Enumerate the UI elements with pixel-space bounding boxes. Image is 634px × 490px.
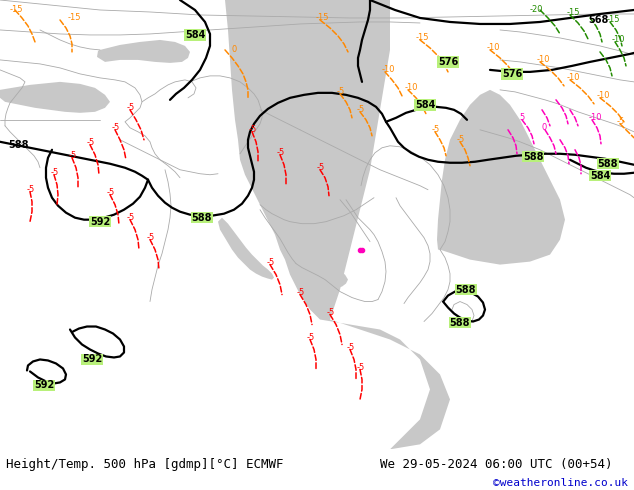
- Text: 588: 588: [598, 159, 618, 169]
- Polygon shape: [290, 252, 348, 288]
- Text: -10: -10: [487, 44, 500, 52]
- Text: -15: -15: [10, 5, 23, 15]
- Text: -5: -5: [127, 103, 135, 112]
- Polygon shape: [225, 0, 450, 449]
- Text: -5: -5: [357, 363, 365, 372]
- Text: -5: -5: [457, 135, 465, 144]
- Text: ©weatheronline.co.uk: ©weatheronline.co.uk: [493, 478, 628, 488]
- Text: 588: 588: [450, 318, 470, 327]
- Text: 0: 0: [542, 123, 547, 132]
- Text: We 29-05-2024 06:00 UTC (00+54): We 29-05-2024 06:00 UTC (00+54): [380, 458, 613, 471]
- Text: -5: -5: [87, 138, 95, 147]
- Text: -5: -5: [127, 213, 135, 222]
- Text: 584: 584: [590, 171, 610, 181]
- Text: -5: -5: [27, 185, 36, 194]
- Text: 5: 5: [519, 113, 524, 122]
- Text: -10: -10: [612, 35, 626, 45]
- Text: -5: -5: [432, 125, 440, 134]
- Text: 592: 592: [82, 354, 102, 365]
- Text: -5: -5: [277, 148, 285, 157]
- Text: -5: -5: [327, 308, 335, 317]
- Text: 584: 584: [415, 100, 435, 110]
- Text: -15: -15: [607, 16, 621, 24]
- Text: -5: -5: [51, 168, 59, 177]
- Text: 592: 592: [34, 380, 54, 391]
- Text: -15: -15: [567, 8, 581, 18]
- Text: -5: -5: [147, 233, 155, 242]
- Text: -10: -10: [589, 113, 602, 122]
- Text: -5: -5: [107, 188, 115, 197]
- Text: Height/Temp. 500 hPa [gdmp][°C] ECMWF: Height/Temp. 500 hPa [gdmp][°C] ECMWF: [6, 458, 284, 471]
- Text: -5: -5: [112, 123, 120, 132]
- Text: -10: -10: [597, 91, 611, 100]
- Text: 0: 0: [231, 46, 236, 54]
- Text: -5: -5: [307, 333, 315, 342]
- Text: 592: 592: [90, 217, 110, 227]
- Text: -15: -15: [416, 33, 429, 43]
- Text: 568: 568: [588, 15, 609, 25]
- Text: 588: 588: [191, 213, 212, 222]
- Text: -5: -5: [337, 87, 346, 97]
- Text: -15: -15: [316, 13, 330, 23]
- Text: -10: -10: [382, 65, 396, 74]
- Text: -5: -5: [69, 151, 77, 160]
- Polygon shape: [272, 35, 302, 80]
- Text: 588: 588: [523, 152, 543, 162]
- Polygon shape: [437, 90, 565, 265]
- Text: -5: -5: [249, 125, 257, 134]
- Text: -5: -5: [317, 163, 325, 172]
- Text: -5: -5: [267, 258, 275, 267]
- Text: -5: -5: [347, 343, 355, 352]
- Text: 576: 576: [438, 57, 458, 67]
- Text: -10: -10: [537, 55, 550, 64]
- Polygon shape: [0, 82, 110, 113]
- Text: -10: -10: [567, 74, 581, 82]
- Text: -5: -5: [357, 105, 365, 114]
- Polygon shape: [218, 218, 274, 280]
- Text: -5: -5: [617, 117, 625, 126]
- Text: -20: -20: [530, 5, 543, 15]
- Text: -10: -10: [405, 83, 418, 93]
- Text: -5: -5: [297, 288, 305, 297]
- Text: -15: -15: [68, 13, 82, 23]
- Polygon shape: [97, 40, 190, 63]
- Text: 588: 588: [456, 285, 476, 294]
- Text: 588: 588: [8, 140, 29, 150]
- Text: 584: 584: [185, 30, 205, 40]
- Text: 576: 576: [502, 69, 522, 79]
